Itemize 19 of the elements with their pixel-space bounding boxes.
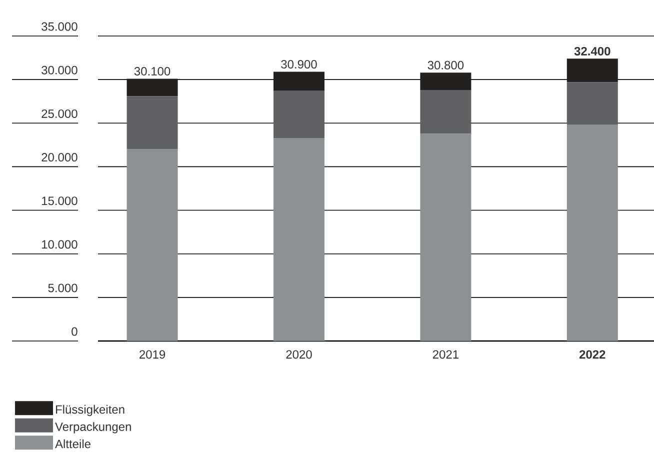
y-tick-label: 0 bbox=[72, 327, 78, 336]
y-tick-label: 20.000 bbox=[42, 153, 78, 162]
legend-label: Altteile bbox=[55, 439, 90, 448]
total-label: 30.100 bbox=[134, 67, 170, 76]
total-label: 32.400 bbox=[574, 46, 610, 56]
x-tick-label: 2022 bbox=[579, 350, 606, 359]
y-tick-label: 5.000 bbox=[48, 284, 78, 292]
legend-label: Flüssigkeiten bbox=[56, 404, 124, 416]
total-label: 30.900 bbox=[281, 60, 317, 69]
x-tick-label: 2020 bbox=[286, 350, 312, 359]
y-tick-label: 15.000 bbox=[42, 196, 78, 206]
y-tick-label: 35.000 bbox=[42, 22, 78, 31]
total-label: 30.800 bbox=[428, 60, 464, 70]
y-tick-label: 10.000 bbox=[42, 240, 78, 249]
legend-label: Verpackungen bbox=[55, 422, 131, 434]
y-tick-label: 30.000 bbox=[42, 66, 78, 74]
x-tick-label: 2021 bbox=[432, 350, 458, 359]
y-tick-label: 25.000 bbox=[42, 109, 78, 118]
x-tick-label: 2019 bbox=[140, 350, 166, 359]
